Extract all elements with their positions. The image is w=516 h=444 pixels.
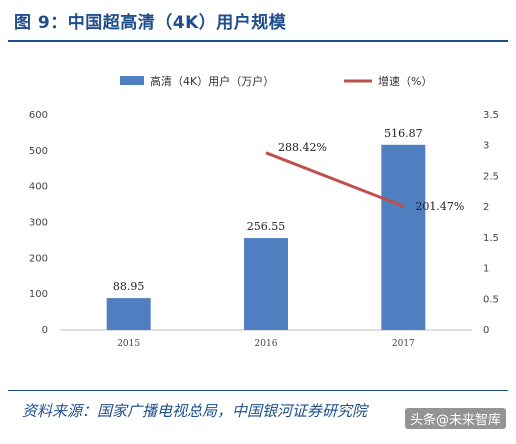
bar-value-label: 256.55 xyxy=(247,220,286,233)
y-left-tick-label: 500 xyxy=(29,146,48,157)
x-tick-label: 2017 xyxy=(392,339,415,349)
bar-value-label: 516.87 xyxy=(384,127,423,140)
y-right-tick-label: 2 xyxy=(483,202,489,213)
y-left-tick-label: 300 xyxy=(29,218,48,229)
y-right-tick-label: 3 xyxy=(483,141,489,152)
y-left-tick-label: 600 xyxy=(29,110,48,121)
source-note: 资料来源：国家广播电视总局，中国银河证券研究院 xyxy=(22,402,368,420)
growth-line: 288.42% 201.47% xyxy=(265,141,464,213)
legend-swatch-bar xyxy=(120,76,144,85)
y-left-tick-label: 0 xyxy=(42,325,48,336)
bar xyxy=(106,298,151,330)
y-left-tick-label: 100 xyxy=(29,289,48,300)
watermark: 头条@未来智库 xyxy=(404,408,506,429)
y-right-tick-label: 3.5 xyxy=(483,110,499,121)
bars: 88.95 256.55 516.87 xyxy=(106,127,426,330)
bar-value-label: 88.95 xyxy=(113,280,145,293)
line-value-label: 201.47% xyxy=(415,200,464,213)
line-value-label: 288.42% xyxy=(278,141,327,154)
title-rule xyxy=(8,40,508,42)
y-left-tick-label: 200 xyxy=(29,253,48,264)
legend-label-line: 增速（%） xyxy=(378,74,432,88)
x-tick-label: 2015 xyxy=(117,339,140,349)
y-right-tick-label: 1 xyxy=(483,264,489,275)
legend: 高清（4K）用户（万户） 增速（%） xyxy=(120,74,432,88)
bar xyxy=(381,144,426,330)
y-left-tick-label: 400 xyxy=(29,182,48,193)
legend-label-bar: 高清（4K）用户（万户） xyxy=(150,74,274,88)
y-right-tick-label: 1.5 xyxy=(483,233,499,244)
chart: 高清（4K）用户（万户） 增速（%） 0 100 200 300 400 500 600 0 0.… xyxy=(29,74,499,349)
y-right-tick-label: 0.5 xyxy=(483,294,499,305)
growth-line-path xyxy=(265,151,404,208)
y-right-tick-label: 0 xyxy=(483,325,489,336)
x-tick-label: 2016 xyxy=(255,339,278,349)
y-right-tick-label: 2.5 xyxy=(483,171,499,182)
source-rule xyxy=(8,390,508,391)
bar xyxy=(244,238,288,330)
figure-title: 图 9：中国超高清（4K）用户规模 xyxy=(14,13,287,33)
